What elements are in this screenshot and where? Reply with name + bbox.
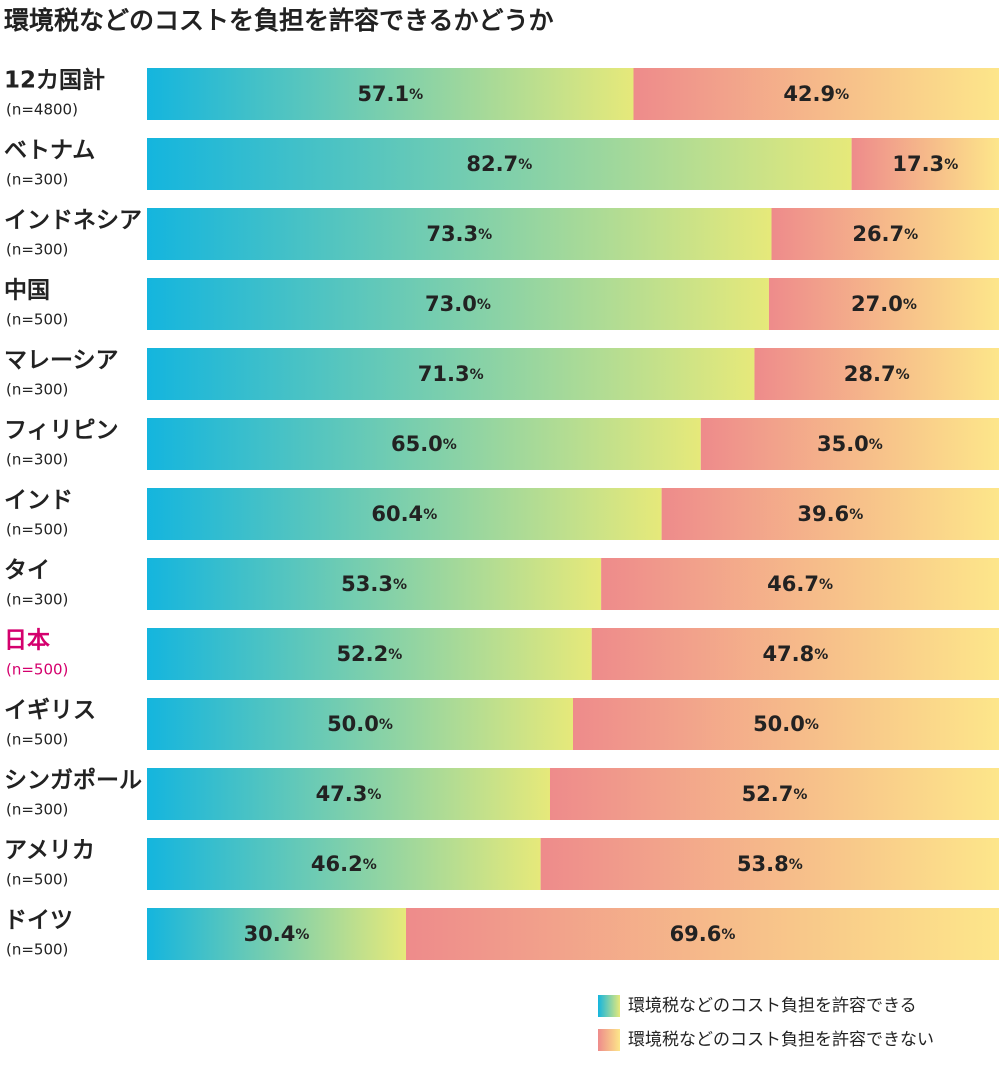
sample-size-label: (n=500) [6, 661, 68, 679]
bar-segment [147, 208, 772, 260]
value-label: 46.7% [767, 572, 833, 596]
value-label: 27.0% [851, 292, 917, 316]
sample-size-label: (n=300) [6, 801, 68, 819]
bar-segment [406, 908, 999, 960]
value-label: 26.7% [852, 222, 918, 246]
bar-segment [147, 348, 755, 400]
bar-segment [771, 208, 999, 260]
bar-segment [147, 138, 852, 190]
value-label: 28.7% [844, 362, 910, 386]
bar-segment [147, 488, 662, 540]
bar-segment [754, 348, 999, 400]
value-label: 50.0% [753, 712, 819, 736]
category-label: ドイツ [4, 908, 73, 934]
category-label: アメリカ [4, 838, 95, 864]
bar-segment [633, 68, 999, 120]
sample-size-label: (n=4800) [6, 101, 78, 119]
sample-size-label: (n=500) [6, 871, 68, 889]
value-label: 52.2% [336, 642, 402, 666]
category-label: ベトナム [4, 138, 95, 164]
legend-label: 環境税などのコスト負担を許容できない [628, 1030, 934, 1050]
legend-swatch [598, 1029, 620, 1051]
value-label: 35.0% [817, 432, 883, 456]
bar-segment [147, 908, 407, 960]
chart-title: 環境税などのコストを負担を許容できるかどうか [4, 6, 554, 35]
category-label: 日本 [4, 628, 50, 654]
bar-segment [549, 768, 999, 820]
value-label: 53.3% [341, 572, 407, 596]
bar-segment [147, 278, 769, 330]
category-label: シンガポール [4, 767, 142, 794]
category-label: 中国 [4, 278, 50, 304]
sample-size-label: (n=500) [6, 941, 68, 959]
category-label: インド [4, 488, 73, 514]
sample-size-label: (n=500) [6, 311, 68, 329]
legend-swatch [598, 995, 620, 1017]
value-label: 73.0% [425, 292, 491, 316]
sample-size-label: (n=300) [6, 241, 68, 259]
value-label: 82.7% [466, 152, 532, 176]
bar-segment [147, 418, 701, 470]
value-label: 71.3% [418, 362, 484, 386]
sample-size-label: (n=300) [6, 381, 68, 399]
category-label: イギリス [4, 698, 96, 724]
value-label: 65.0% [391, 432, 457, 456]
bar-segment [147, 698, 573, 750]
value-label: 60.4% [371, 502, 437, 526]
value-label: 53.8% [737, 852, 803, 876]
bar-segment [700, 418, 999, 470]
value-label: 69.6% [670, 922, 736, 946]
value-label: 47.8% [762, 642, 828, 666]
bar-segment [540, 838, 999, 890]
bar-segment [601, 558, 999, 610]
sample-size-label: (n=500) [6, 521, 68, 539]
category-label: インドネシア [4, 208, 142, 234]
category-label: マレーシア [4, 348, 119, 374]
bar-segment [147, 558, 602, 610]
bar-segment [147, 628, 592, 680]
value-label: 30.4% [244, 922, 310, 946]
category-label: 12カ国計 [4, 67, 105, 94]
value-label: 17.3% [892, 152, 958, 176]
category-label: タイ [4, 558, 50, 584]
sample-size-label: (n=300) [6, 171, 68, 189]
sample-size-label: (n=500) [6, 731, 68, 749]
bar-segment [573, 698, 999, 750]
sample-size-label: (n=300) [6, 451, 68, 469]
value-label: 39.6% [797, 502, 863, 526]
legend-label: 環境税などのコスト負担を許容できる [628, 996, 917, 1016]
bar-segment [661, 488, 999, 540]
bar-segment [851, 138, 999, 190]
value-label: 46.2% [311, 852, 377, 876]
value-label: 47.3% [316, 782, 382, 806]
value-label: 52.7% [742, 782, 808, 806]
value-label: 50.0% [327, 712, 393, 736]
category-label: フィリピン [4, 418, 119, 444]
value-label: 42.9% [783, 82, 849, 106]
bar-segment [147, 838, 541, 890]
value-label: 57.1% [357, 82, 423, 106]
sample-size-label: (n=300) [6, 591, 68, 609]
bar-segment [768, 278, 999, 330]
bar-segment [147, 768, 550, 820]
value-label: 73.3% [426, 222, 492, 246]
bar-segment [591, 628, 999, 680]
bar-segment [147, 68, 634, 120]
